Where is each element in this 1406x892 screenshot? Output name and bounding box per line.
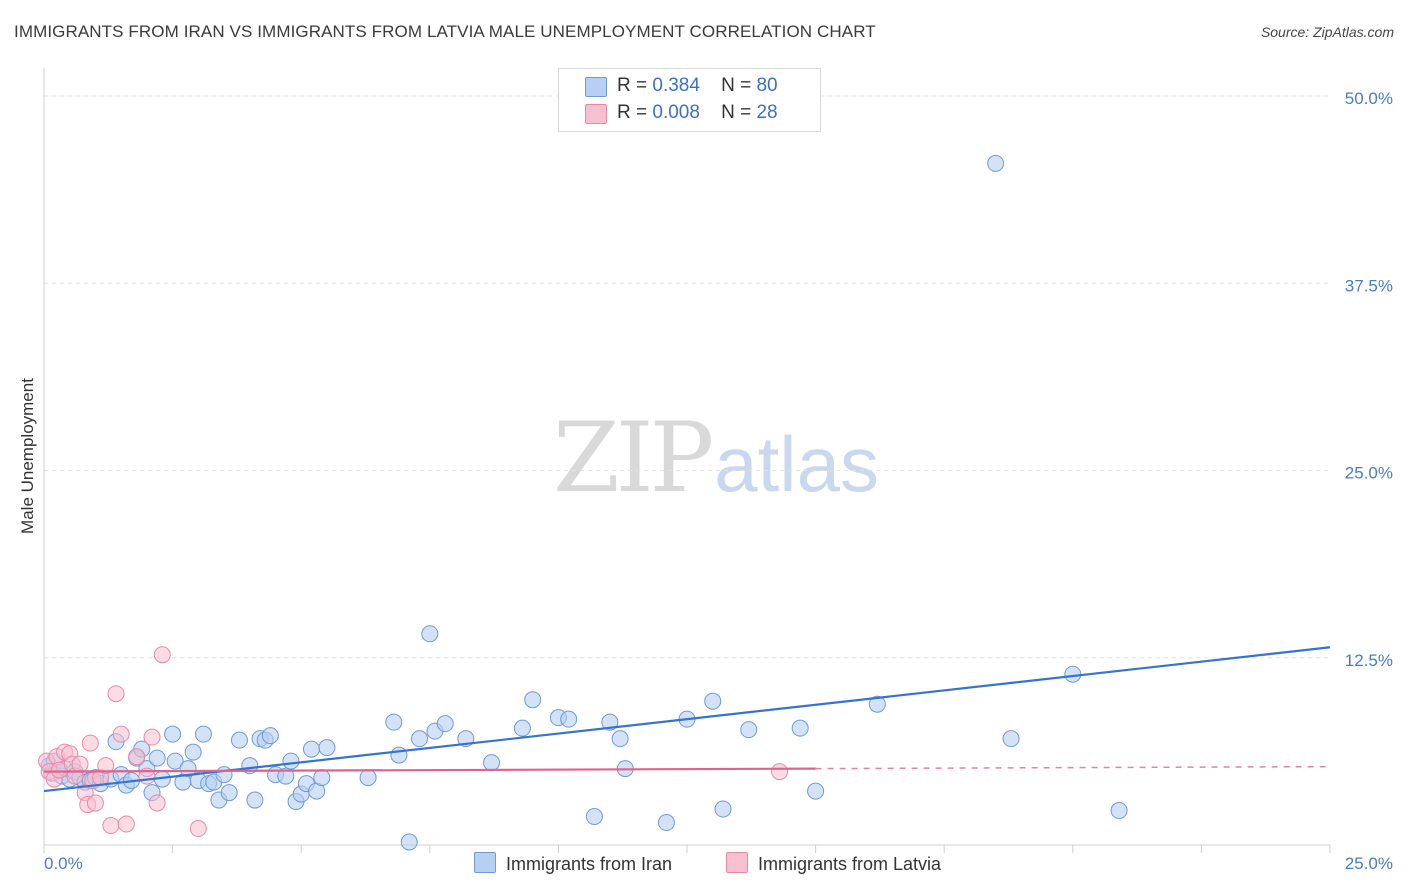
data-point-latvia — [81, 734, 99, 752]
x-tick-label: 25.0% — [1345, 854, 1393, 873]
data-point-iran — [220, 784, 238, 802]
data-point-latvia — [189, 820, 207, 838]
data-point-iran — [215, 766, 233, 784]
legend-r-label: R = — [617, 102, 648, 123]
data-point-iran — [359, 769, 377, 787]
bottom-legend-label-latvia: Immigrants from Latvia — [758, 854, 942, 874]
data-point-iran — [524, 691, 542, 709]
bottom-legend-swatch-latvia — [726, 852, 748, 873]
data-point-latvia — [771, 763, 789, 781]
legend-n-label: N = — [721, 102, 752, 123]
data-point-iran — [807, 782, 825, 800]
data-point-iran — [436, 715, 454, 733]
chart-title: IMMIGRANTS FROM IRAN VS IMMIGRANTS FROM … — [14, 22, 876, 41]
x-tick-label: 0.0% — [44, 854, 83, 873]
data-point-iran — [385, 713, 403, 731]
data-point-iran — [184, 743, 202, 761]
legend-text-latvia: R = 0.008 N = 28 — [617, 102, 778, 124]
legend-swatch-iran — [585, 77, 607, 97]
bottom-legend-swatch-iran — [474, 852, 496, 873]
legend-text-iran: R = 0.384 N = 80 — [617, 75, 778, 97]
watermark-atlas: atlas — [714, 420, 879, 508]
legend-r-label: R = — [617, 75, 648, 96]
data-point-iran — [585, 808, 603, 826]
trend-line-iran — [43, 646, 1331, 793]
data-point-latvia — [153, 646, 171, 664]
legend-n-value: 28 — [756, 102, 778, 123]
data-point-iran — [164, 725, 182, 743]
data-point-latvia — [97, 757, 115, 775]
watermark-zip: ZIP — [553, 402, 714, 514]
data-point-iran — [513, 719, 531, 737]
bottom-legend-iran: Immigrants from Iran — [474, 852, 672, 875]
data-point-latvia — [112, 725, 130, 743]
y-tick-label: 50.0% — [1345, 89, 1393, 108]
data-point-iran — [611, 730, 629, 748]
data-point-iran — [230, 731, 248, 749]
data-point-iran — [483, 754, 501, 772]
source-label: Source: ZipAtlas.com — [1260, 24, 1394, 40]
y-tick-label: 37.5% — [1345, 276, 1393, 295]
legend-r-value: 0.008 — [652, 102, 700, 123]
data-point-latvia — [71, 755, 89, 773]
trend-line-latvia — [43, 767, 816, 773]
data-point-iran — [277, 767, 295, 785]
data-point-latvia — [128, 748, 146, 766]
data-point-iran — [601, 713, 619, 731]
data-point-iran — [148, 749, 166, 767]
data-point-iran — [194, 725, 212, 743]
data-point-iran — [411, 730, 429, 748]
data-point-iran — [421, 625, 439, 643]
data-point-latvia — [86, 794, 104, 812]
data-point-latvia — [143, 728, 161, 746]
y-tick-label: 12.5% — [1345, 651, 1393, 670]
bottom-legend-label-iran: Immigrants from Iran — [506, 854, 673, 874]
data-point-iran — [246, 791, 264, 809]
data-point-latvia — [107, 685, 125, 703]
data-point-iran — [1110, 802, 1128, 820]
bottom-legend-latvia: Immigrants from Latvia — [726, 852, 941, 875]
y-tick-label: 25.0% — [1345, 464, 1393, 483]
data-point-iran — [166, 752, 184, 770]
data-point-iran — [740, 721, 758, 739]
data-point-iran — [179, 760, 197, 778]
legend-n-value: 80 — [756, 75, 778, 96]
legend-n-label: N = — [721, 75, 752, 96]
data-point-latvia — [148, 794, 166, 812]
data-point-iran — [313, 769, 331, 787]
data-point-iran — [657, 814, 675, 832]
data-point-iran — [318, 739, 336, 757]
correlation-legend: R = 0.384 N = 80 R = 0.008 N = 28 — [558, 68, 821, 132]
data-point-latvia — [102, 817, 120, 835]
data-point-iran — [302, 740, 320, 758]
data-point-iran — [1064, 665, 1082, 683]
watermark: ZIPatlas — [553, 402, 879, 514]
data-point-iran — [400, 833, 418, 851]
data-point-iran — [704, 692, 722, 710]
legend-swatch-latvia — [585, 104, 607, 124]
data-point-iran — [714, 800, 732, 818]
data-point-latvia — [117, 815, 135, 833]
data-point-iran — [560, 710, 578, 728]
data-point-iran — [261, 727, 279, 745]
trend-line-latvia-extension — [815, 765, 1331, 770]
data-point-iran — [1002, 730, 1020, 748]
data-point-iran — [390, 746, 408, 764]
legend-r-value: 0.384 — [652, 75, 700, 96]
data-point-iran — [282, 752, 300, 770]
data-point-iran — [868, 695, 886, 713]
data-point-iran — [987, 154, 1005, 172]
data-point-iran — [791, 719, 809, 737]
